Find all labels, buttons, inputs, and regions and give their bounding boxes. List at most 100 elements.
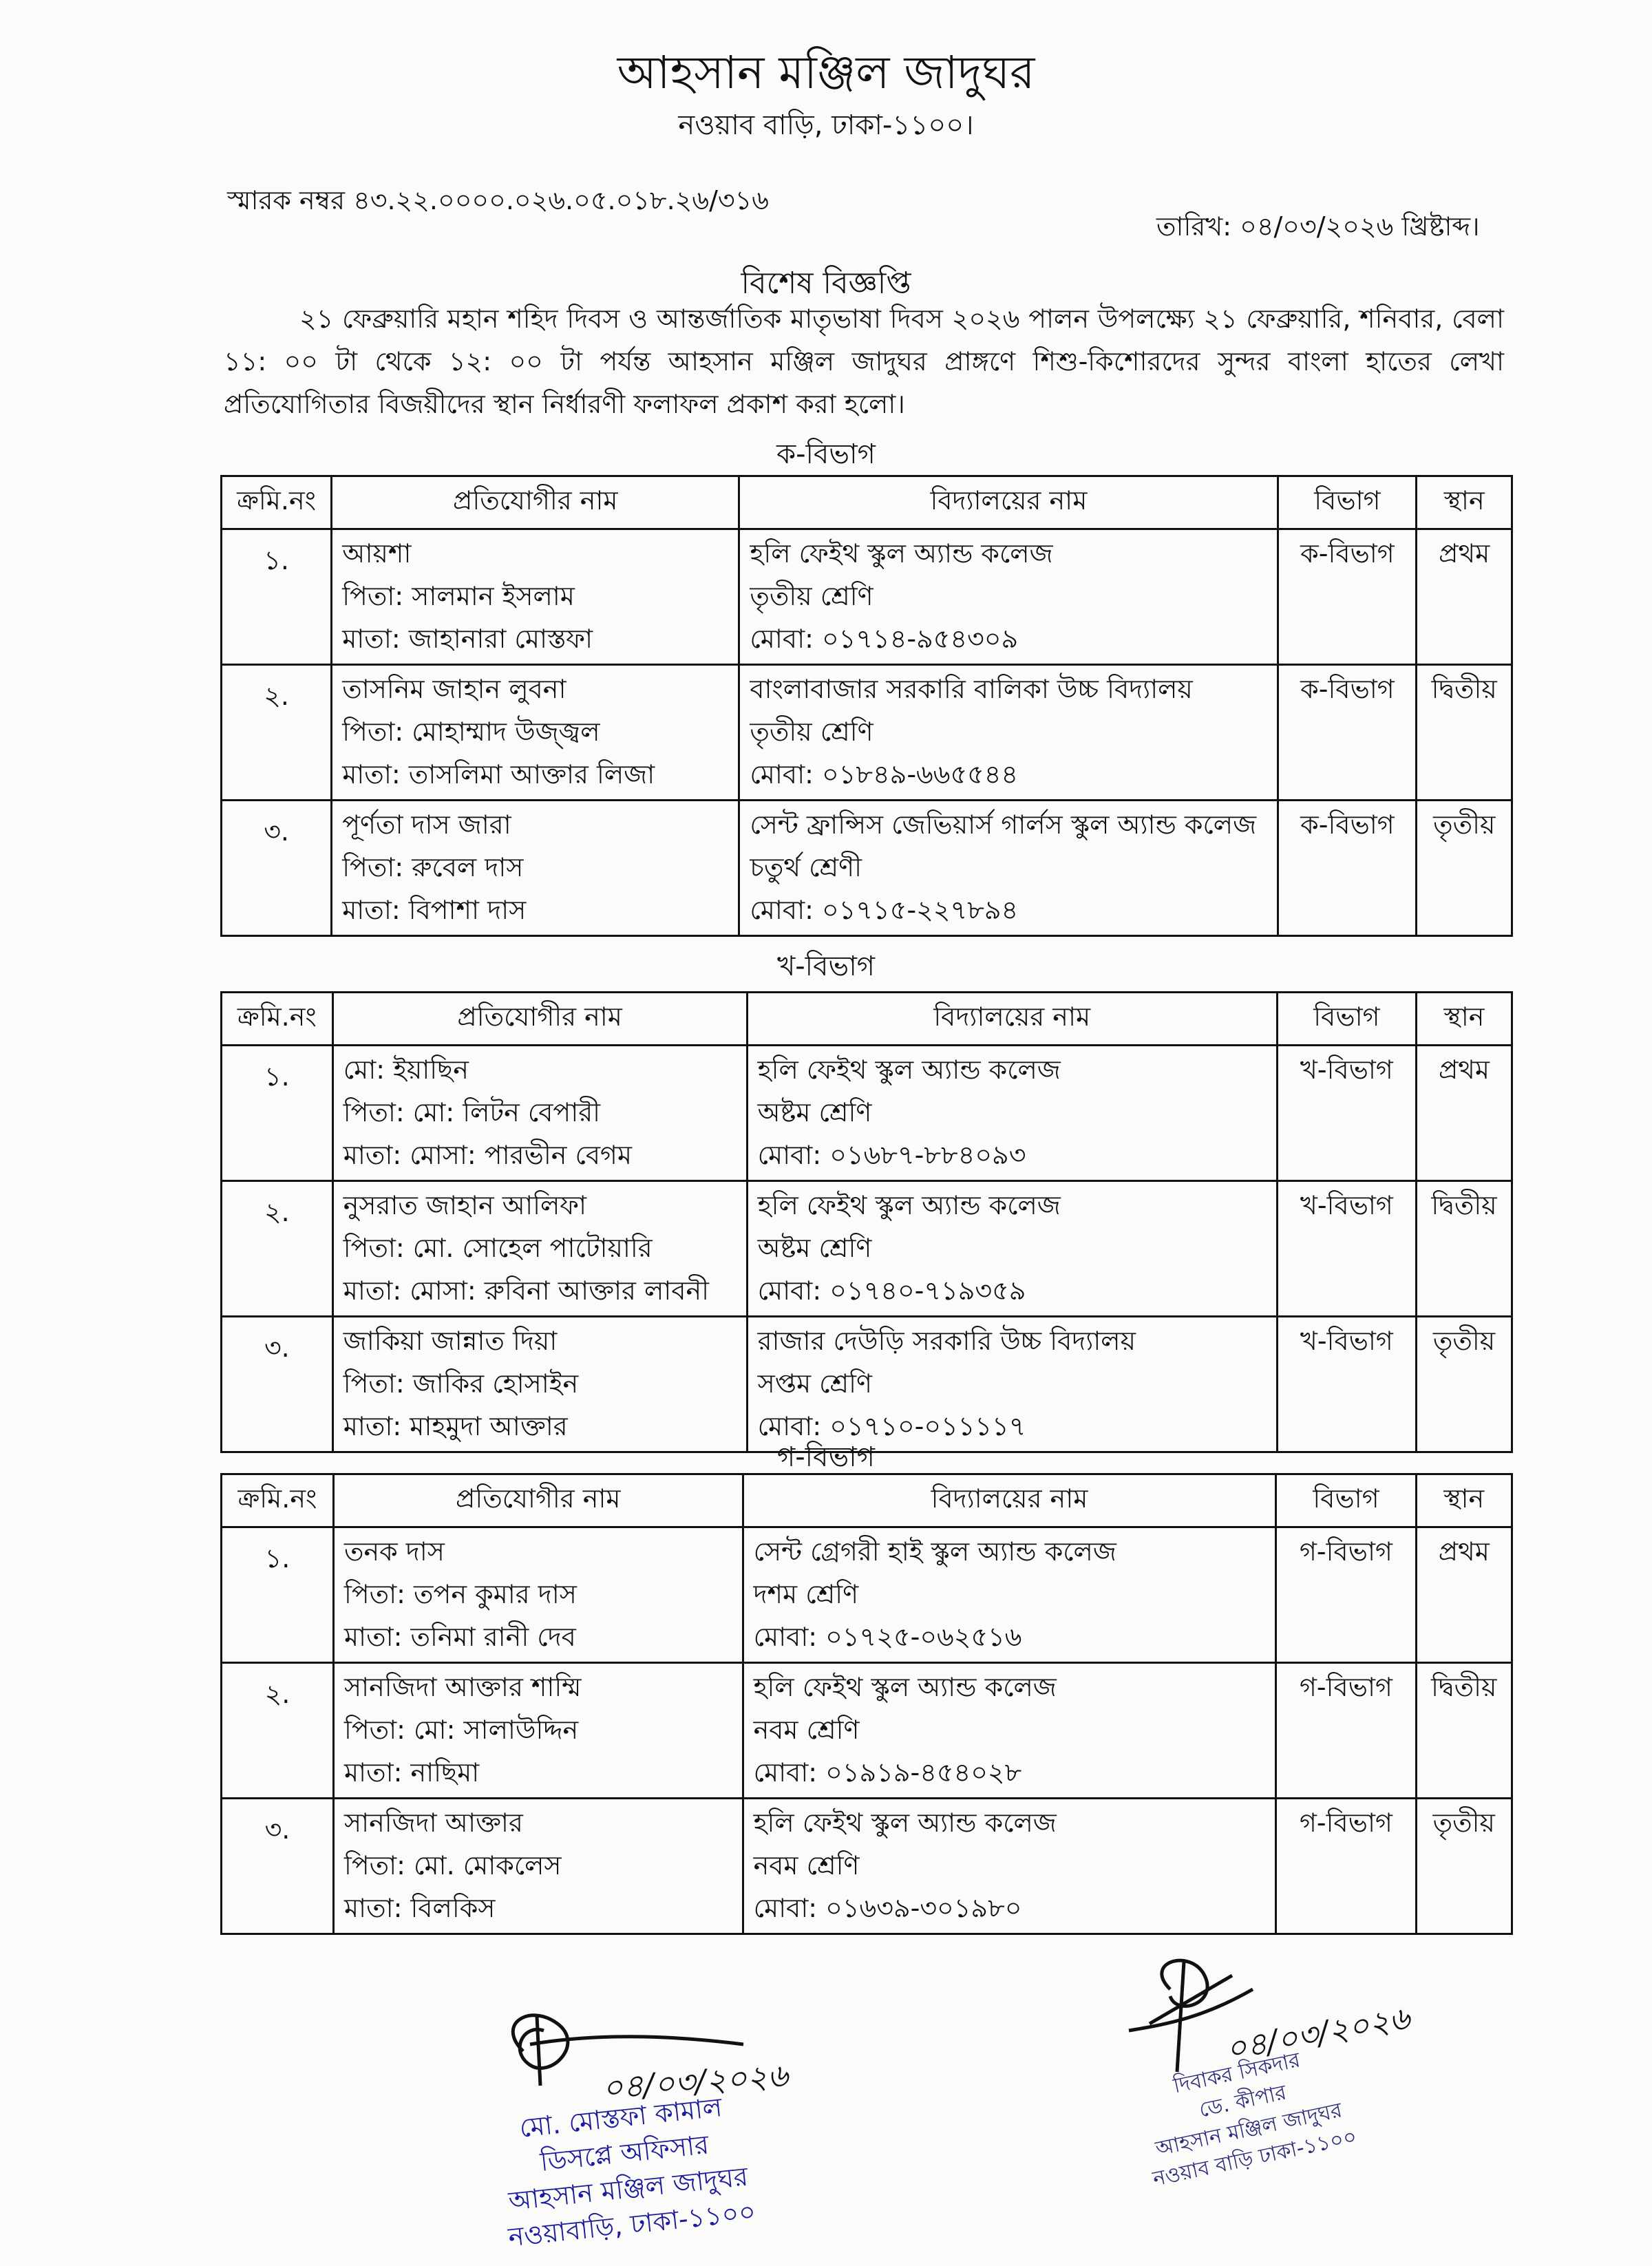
- mobile-text: মোবা: ০১৯১৯-৪৫৪০২৮: [753, 1757, 1022, 1788]
- division-text: ক-বিভাগ: [1300, 538, 1395, 569]
- serial-cell: ৩.: [220, 1797, 335, 1935]
- participant-cell: জাকিয়া জান্নাত দিয়া পিতা: জাকির হোসাইন ম…: [331, 1315, 748, 1453]
- name-text: তাসনিম জাহান লুবনা: [342, 674, 566, 704]
- school-text: সেন্ট ফ্রান্সিস জেভিয়ার্স গার্লস স্কুল …: [750, 809, 1257, 840]
- signature-scribble-icon: [511, 2013, 744, 2086]
- serial-cell: ২.: [220, 1180, 334, 1317]
- column-header: ক্রমি.নং: [220, 475, 333, 530]
- sl-text: ১.: [264, 1061, 290, 1092]
- mobile-text: মোবা: ০১৭১৫-২২৭৮৯৪: [750, 895, 1019, 925]
- father-text: পিতা: মো: সালাউদ্দিন: [343, 1715, 579, 1745]
- name-text: পূর্ণতা দাস জারা: [342, 809, 511, 840]
- results-table: ক্রমি.নং প্রতিযোগীর নাম বিদ্যালয়ের নাম বিভ…: [220, 475, 1513, 937]
- school-cell: হলি ফেইথ স্কুল অ্যান্ড কলেজ অষ্টম শ্রেণি ম…: [745, 1044, 1278, 1182]
- results-table: ক্রমি.নং প্রতিযোগীর নাম বিদ্যালয়ের নাম বিভ…: [220, 991, 1514, 1453]
- name-text: সানজিদা আক্তার: [343, 1808, 523, 1838]
- mother-text: মাতা: বিপাশা দাস: [342, 895, 527, 925]
- mobile-text: মোবা: ০১৮৪৯-৬৬৫৫৪৪: [750, 759, 1019, 790]
- division-cell: ক-বিভাগ: [1277, 799, 1418, 937]
- column-header: স্থান: [1415, 475, 1513, 530]
- section-title: ক-বিভাগ: [776, 438, 876, 470]
- school-text: হলি ফেইথ স্কুল অ্যান্ড কলেজ: [757, 1055, 1061, 1085]
- table-row: ৩. সানজিদা আক্তার পিতা: মো. মোকলেস মাতা: বি…: [220, 1797, 1514, 1935]
- signature-left: ০৪/০৩/২০২৬ মো. মোস্তফা কামাল ডিসপ্লে অফি…: [482, 1996, 867, 2258]
- sl-text: ৩.: [264, 816, 289, 847]
- sl-text: ১.: [264, 1543, 290, 1574]
- class-text: চতুর্থ শ্রেণী: [750, 852, 862, 882]
- column-header: প্রতিযোগীর নাম: [331, 991, 748, 1046]
- school-text: রাজার দেউড়ি সরকারি উচ্চ বিদ্যালয়: [757, 1326, 1136, 1356]
- father-text: পিতা: রুবেল দাস: [342, 852, 524, 882]
- sl-text: ৩.: [264, 1333, 290, 1363]
- place-cell: দ্বিতীয়: [1415, 1180, 1514, 1317]
- place-text: তৃতীয়: [1433, 809, 1496, 840]
- table-header-row: ক্রমি.নং প্রতিযোগীর নাম বিদ্যালয়ের নাম বিভ…: [220, 1473, 1514, 1528]
- serial-cell: ১.: [220, 528, 333, 666]
- serial-cell: ৩.: [220, 799, 333, 937]
- place-text: প্রথম: [1439, 538, 1490, 569]
- place-cell: প্রথম: [1415, 528, 1513, 666]
- sl-text: ২.: [264, 1197, 290, 1227]
- class-text: সপ্তম শ্রেণি: [757, 1368, 873, 1399]
- father-text: পিতা: মো. সোহেল পাটোয়ারি: [343, 1233, 653, 1263]
- column-header: বিভাগ: [1275, 1473, 1417, 1528]
- org-title: আহসান মঞ্জিল জাদুঘর: [617, 46, 1035, 99]
- section-title: গ-বিভাগ: [777, 1441, 875, 1473]
- mother-text: মাতা: তনিমা রানী দেব: [343, 1622, 576, 1652]
- father-text: পিতা: মো. মোকলেস: [343, 1850, 562, 1881]
- column-header: প্রতিযোগীর নাম: [330, 475, 741, 530]
- place-cell: তৃতীয়: [1415, 1315, 1514, 1453]
- class-text: তৃতীয় শ্রেণি: [750, 717, 873, 747]
- column-header: স্থান: [1415, 1473, 1514, 1528]
- participant-cell: নুসরাত জাহান আলিফা পিতা: মো. সোহেল পাটোয়…: [331, 1180, 748, 1317]
- place-cell: প্রথম: [1415, 1044, 1514, 1182]
- notice-body: ২১ ফেব্রুয়ারি মহান শহিদ দিবস ও আন্তর্জা…: [224, 304, 1504, 419]
- school-cell: রাজার দেউড়ি সরকারি উচ্চ বিদ্যালয় সপ্তম …: [745, 1315, 1278, 1453]
- division-text: ক-বিভাগ: [1300, 674, 1395, 704]
- division-text: গ-বিভাগ: [1300, 1672, 1392, 1702]
- father-text: পিতা: জাকির হোসাইন: [343, 1368, 579, 1399]
- place-text: দ্বিতীয়: [1431, 1190, 1497, 1220]
- mother-text: মাতা: মোসা: রুবিনা আক্তার লাবনী: [343, 1275, 710, 1306]
- mother-text: মাতা: তাসলিমা আক্তার লিজা: [342, 759, 655, 790]
- serial-cell: ১.: [220, 1044, 334, 1182]
- class-text: অষ্টম শ্রেণি: [757, 1097, 872, 1127]
- serial-cell: ৩.: [220, 1315, 334, 1453]
- section-title: খ-বিভাগ: [776, 951, 876, 982]
- father-text: পিতা: মোহাম্মাদ উজ্জ্বল: [342, 717, 600, 747]
- table-row: ১. তনক দাস পিতা: তপন কুমার দাস মাতা: তনিমা …: [220, 1526, 1514, 1664]
- column-header: বিভাগ: [1277, 475, 1418, 530]
- school-text: হলি ফেইথ স্কুল অ্যান্ড কলেজ: [750, 538, 1053, 569]
- name-text: জাকিয়া জান্নাত দিয়া: [343, 1326, 558, 1356]
- division-cell: ক-বিভাগ: [1277, 528, 1418, 666]
- place-text: দ্বিতীয়: [1431, 674, 1497, 704]
- mobile-text: মোবা: ০১৭১০-০১১১১৭: [757, 1411, 1026, 1441]
- place-cell: প্রথম: [1415, 1526, 1514, 1664]
- name-text: নুসরাত জাহান আলিফা: [343, 1190, 587, 1220]
- school-text: বাংলাবাজার সরকারি বালিকা উচ্চ বিদ্যালয়: [750, 674, 1193, 704]
- name-text: তনক দাস: [343, 1536, 445, 1567]
- mother-text: মাতা: মাহমুদা আক্তার: [343, 1411, 568, 1441]
- mobile-text: মোবা: ০১৬৮৭-৮৮৪০৯৩: [757, 1140, 1026, 1170]
- division-cell: ক-বিভাগ: [1277, 664, 1418, 801]
- class-text: অষ্টম শ্রেণি: [757, 1233, 872, 1263]
- table-row: ১. আয়শা পিতা: সালমান ইসলাম মাতা: জাহানারা …: [220, 528, 1513, 666]
- results-table: ক্রমি.নং প্রতিযোগীর নাম বিদ্যালয়ের নাম বিভ…: [220, 1473, 1514, 1935]
- table-row: ২. সানজিদা আক্তার শাম্মি পিতা: মো: সালাউদ্…: [220, 1662, 1514, 1799]
- division-text: খ-বিভাগ: [1300, 1326, 1393, 1356]
- column-header: ক্রমি.নং: [220, 991, 334, 1046]
- mother-text: মাতা: জাহানারা মোস্তফা: [342, 624, 593, 654]
- school-text: হলি ফেইথ স্কুল অ্যান্ড কলেজ: [753, 1808, 1057, 1838]
- father-text: পিতা: তপন কুমার দাস: [343, 1579, 577, 1609]
- name-text: মো: ইয়াছিন: [343, 1055, 469, 1085]
- table-row: ৩. পূর্ণতা দাস জারা পিতা: রুবেল দাস মাতা: ব…: [220, 799, 1513, 937]
- school-cell: হলি ফেইথ স্কুল অ্যান্ড কলেজ নবম শ্রেণি মোব…: [741, 1797, 1278, 1935]
- school-cell: হলি ফেইথ স্কুল অ্যান্ড কলেজ অষ্টম শ্রেণি ম…: [745, 1180, 1278, 1317]
- mobile-text: মোবা: ০১৬৩৯-৩০১৯৮০: [753, 1893, 1022, 1923]
- division-text: গ-বিভাগ: [1300, 1536, 1392, 1567]
- place-text: তৃতীয়: [1432, 1326, 1496, 1356]
- sl-text: ১.: [264, 545, 289, 575]
- signature-right: ০৪/০৩/২০২৬ দিবাকর সিকদার ডে. কীপার আহসান…: [1101, 1948, 1487, 2210]
- table-header-row: ক্রমি.নং প্রতিযোগীর নাম বিদ্যালয়ের নাম বিভ…: [220, 475, 1513, 530]
- division-cell: গ-বিভাগ: [1275, 1797, 1417, 1935]
